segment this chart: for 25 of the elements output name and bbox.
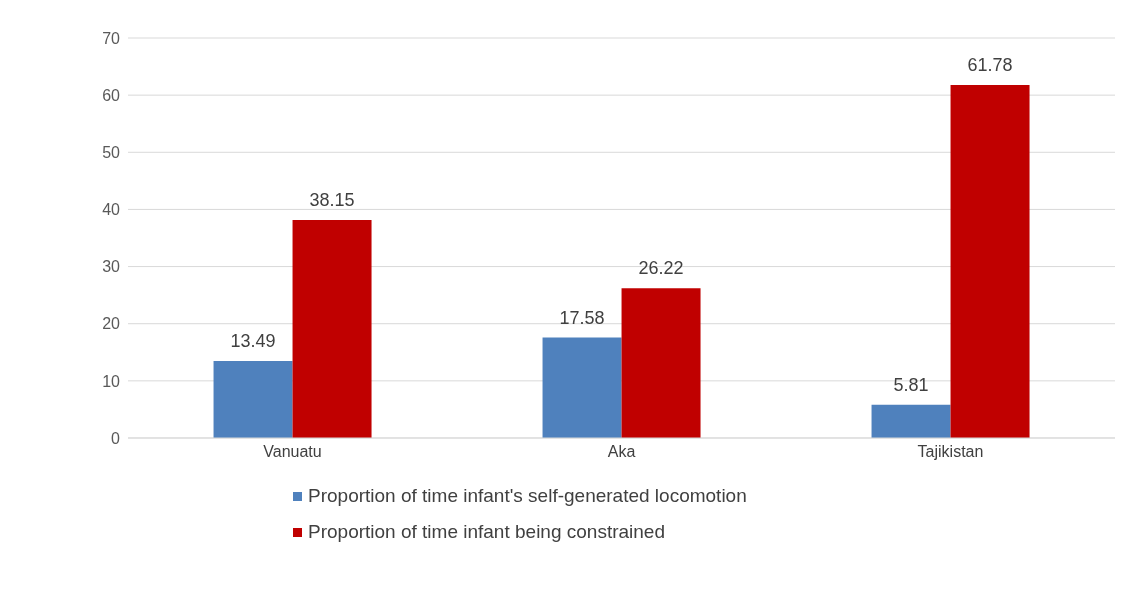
bar — [292, 220, 372, 438]
y-tick-label: 0 — [111, 429, 121, 447]
y-tick-label: 60 — [102, 86, 121, 104]
data-label: 13.49 — [230, 330, 276, 351]
y-tick-label: 40 — [102, 201, 121, 219]
bar — [871, 404, 951, 438]
data-label: 5.81 — [893, 374, 929, 395]
bar — [621, 288, 701, 438]
y-tick-label: 50 — [102, 143, 121, 161]
data-label: 26.22 — [638, 258, 684, 279]
bar — [950, 84, 1030, 438]
bar — [542, 337, 622, 438]
y-tick-label: 20 — [102, 315, 121, 333]
x-tick-label: Tajikistan — [917, 443, 984, 461]
y-tick-label: 10 — [102, 372, 121, 390]
bar — [213, 360, 293, 438]
x-tick-label: Aka — [607, 443, 636, 461]
y-tick-label: 30 — [102, 258, 121, 276]
x-tick-label: Vanuatu — [263, 443, 322, 461]
y-tick-label: 70 — [102, 29, 121, 47]
data-label: 17.58 — [559, 307, 605, 328]
legend-label: Proportion of time infant being constrained — [308, 521, 665, 543]
data-label: 38.15 — [309, 190, 355, 210]
legend-label: Proportion of time infant's self-generated locomotion — [308, 485, 747, 507]
data-label: 61.78 — [967, 54, 1013, 75]
